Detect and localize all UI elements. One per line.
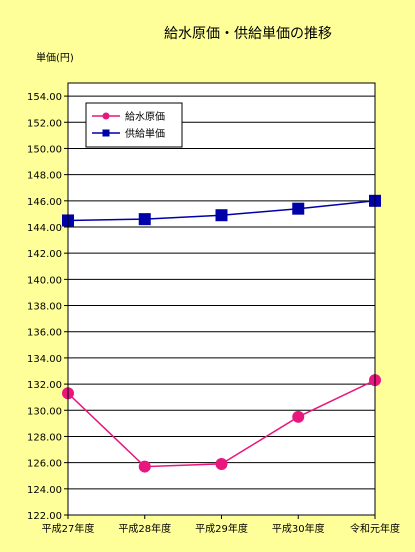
legend-marker: [102, 112, 110, 120]
y-tick-label: 142.00: [27, 249, 62, 260]
y-tick-label: 150.00: [27, 144, 62, 155]
chart-title: 給水原価・供給単価の推移: [164, 26, 332, 42]
y-tick-label: 122.00: [27, 511, 62, 522]
y-tick-label: 140.00: [27, 275, 62, 286]
plot-area: [68, 83, 375, 515]
y-tick-label: 152.00: [27, 118, 62, 129]
y-tick-label: 134.00: [27, 354, 62, 365]
y-tick-label: 124.00: [27, 485, 62, 496]
y-axis-label: 単価(円): [36, 51, 74, 64]
x-tick-label: 平成27年度: [42, 522, 95, 535]
data-point: [138, 213, 151, 226]
x-axis-ticks: 平成27年度 平成28年度 平成29年度 平成30年度 令和元年度: [42, 515, 400, 535]
data-point: [138, 460, 151, 473]
y-tick-label: 128.00: [27, 432, 62, 443]
data-point: [215, 457, 228, 470]
x-tick-label: 平成28年度: [118, 522, 171, 535]
legend-marker: [102, 129, 110, 137]
y-tick-label: 130.00: [27, 406, 62, 417]
x-tick-label: 平成29年度: [195, 522, 248, 535]
x-tick-label: 平成30年度: [272, 522, 325, 535]
y-tick-label: 146.00: [27, 197, 62, 208]
y-axis-ticks: 154.00 152.00 150.00 148.00 146.00 144.00 142.…: [27, 92, 62, 522]
y-tick-label: 154.00: [27, 92, 62, 103]
legend-label: 給水原価: [125, 110, 165, 123]
y-tick-label: 132.00: [27, 380, 62, 391]
legend-label: 供給単価: [125, 127, 165, 140]
data-point: [292, 410, 305, 423]
y-tick-label: 138.00: [27, 302, 62, 313]
y-tick-label: 148.00: [27, 171, 62, 182]
y-tick-label: 136.00: [27, 328, 62, 339]
data-point: [215, 209, 228, 222]
plot-border: [67, 82, 376, 516]
gridlines: [64, 95, 375, 516]
y-tick-label: 126.00: [27, 459, 62, 470]
data-point: [292, 202, 305, 215]
x-tick-label: 令和元年度: [350, 522, 400, 535]
y-tick-label: 144.00: [27, 223, 62, 234]
